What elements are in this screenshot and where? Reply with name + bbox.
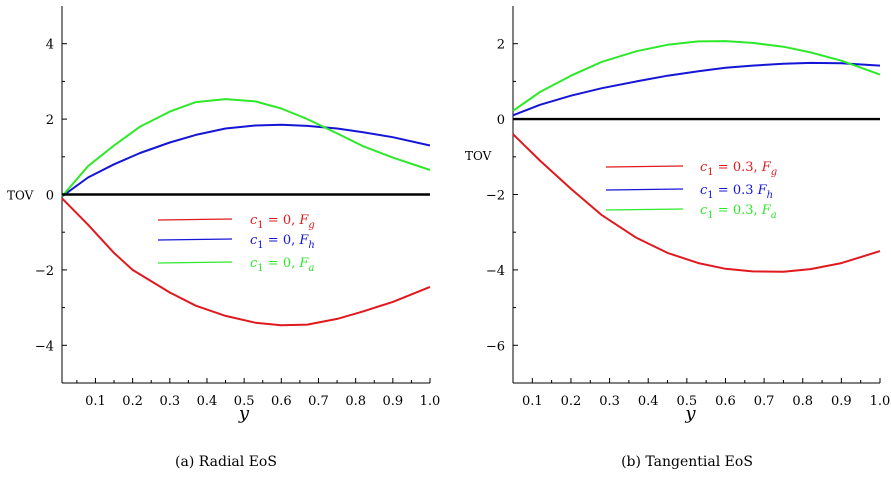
x-tick-label: 0.5 [676, 394, 697, 409]
y-tick-label: −6 [486, 339, 505, 354]
y-tick-label: −4 [486, 264, 505, 279]
x-tick-label: 0.7 [308, 394, 329, 409]
legend-label: c1 = 0, Fa [250, 256, 314, 274]
x-tick-label: 0.3 [159, 394, 180, 409]
legend-label: c1 = 0.3, Fa [700, 203, 777, 221]
x-tick-label: 0.1 [522, 394, 543, 409]
legend-label: c1 = 0, Fg [250, 213, 315, 231]
y-tick-label: −2 [486, 189, 505, 204]
x-tick-label: 0.5 [234, 394, 255, 409]
x-tick-label: 0.9 [831, 394, 852, 409]
legend-label: c1 = 0.3, Fg [700, 160, 777, 178]
series-line-2 [61, 98, 431, 198]
legend-swatch [605, 165, 684, 168]
legend-swatch [157, 218, 233, 221]
legend-label: c1 = 0.3 Fh [700, 183, 773, 201]
y-axis-label: TOV [7, 189, 34, 203]
x-tick-label: 0.2 [561, 394, 582, 409]
y-tick-label: 2 [497, 38, 505, 53]
y-axis-label: TOV [465, 149, 492, 163]
x-tick-label: 0.4 [197, 394, 218, 409]
legend-swatch [157, 261, 233, 264]
legend-swatch [157, 238, 233, 241]
x-tick-label: 0.8 [792, 394, 813, 409]
series-line-0 [512, 133, 881, 273]
y-tick-label: 0 [497, 113, 505, 128]
x-tick-label: 1.0 [870, 394, 891, 409]
y-tick-label: −2 [35, 264, 54, 279]
x-tick-label: 0.4 [638, 394, 659, 409]
y-tick-label: 4 [46, 38, 54, 53]
x-tick-label: 0.6 [715, 394, 736, 409]
x-axis-label: y [684, 403, 696, 424]
y-tick-label: 2 [46, 113, 54, 128]
series-line-1 [61, 123, 431, 198]
legend-swatch [605, 208, 684, 211]
series-line-2 [512, 40, 881, 112]
panel-tangential-eos: 0.1 0.2 0.3 0.4 0.5 0.6 0.7 0.8 0.9 1.0 2 0 −2 −4 −6 TO… [465, 6, 890, 470]
x-tick-label: 1.0 [420, 394, 441, 409]
x-tick-label: 0.1 [85, 394, 106, 409]
x-tick-label: 0.2 [122, 394, 143, 409]
panel-caption: (a) Radial EoS [175, 454, 277, 470]
legend-label: c1 = 0, Fh [250, 233, 315, 251]
y-tick-label: 0 [46, 189, 54, 204]
panel-radial-eos: 0.1 0.2 0.3 0.4 0.5 0.6 0.7 0.8 0.9 1.0 4 2 0 −2 −4 TOV… [7, 6, 440, 470]
x-tick-label: 0.7 [754, 394, 775, 409]
series-line-1 [512, 61, 881, 117]
x-axis-label: y [238, 403, 250, 424]
panel-caption: (b) Tangential EoS [621, 454, 753, 470]
x-tick-label: 0.8 [345, 394, 366, 409]
x-tick-label: 0.9 [382, 394, 403, 409]
y-tick-label: −4 [35, 339, 54, 354]
x-tick-label: 0.3 [599, 394, 620, 409]
legend-swatch [605, 188, 684, 191]
series-line-0 [61, 197, 431, 327]
x-tick-label: 0.6 [271, 394, 292, 409]
